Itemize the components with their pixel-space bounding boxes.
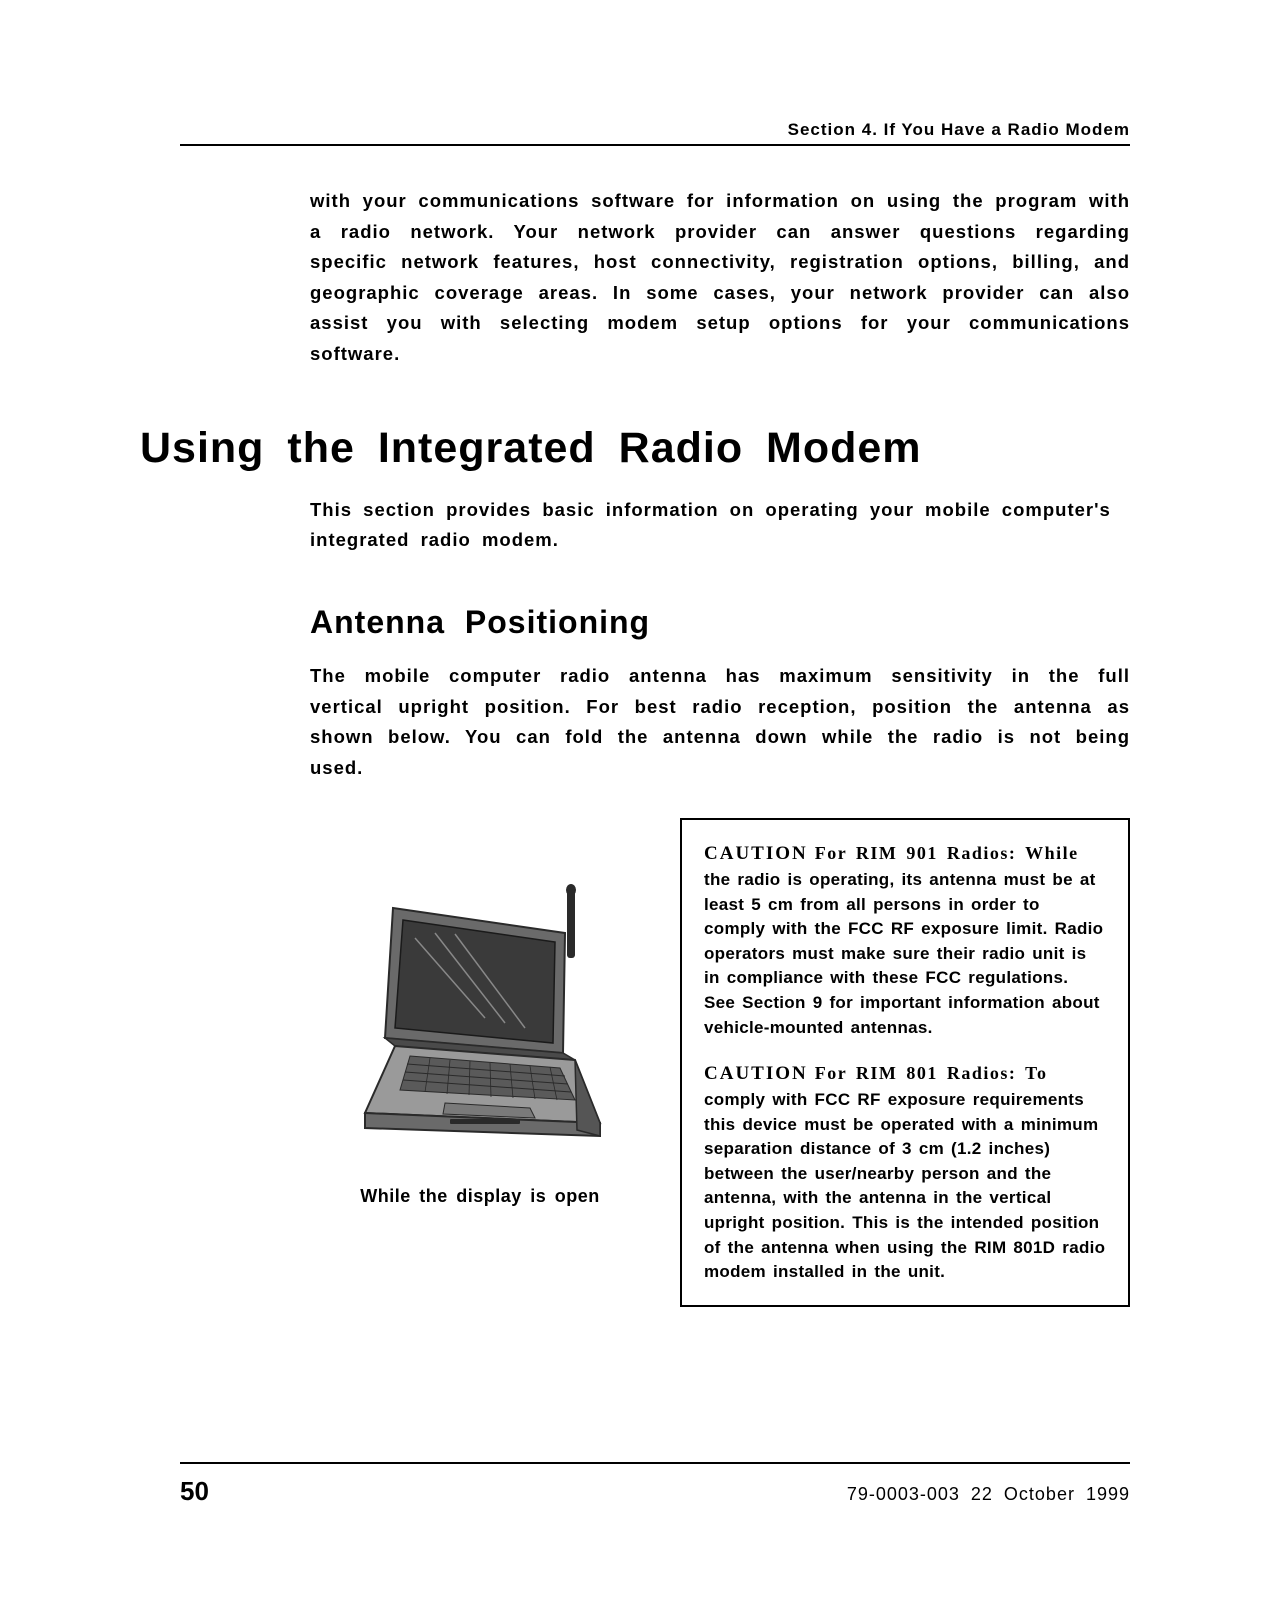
caution-subtitle-1: For RIM 901 Radios: While bbox=[815, 843, 1079, 863]
document-id: 79-0003-003 22 October 1999 bbox=[847, 1484, 1130, 1505]
intro-paragraph: with your communications software for in… bbox=[310, 186, 1130, 369]
caution-text-1: the radio is operating, its antenna must… bbox=[704, 870, 1103, 1037]
document-page: Section 4. If You Have a Radio Modem wit… bbox=[0, 0, 1270, 1617]
page-number: 50 bbox=[180, 1476, 209, 1507]
header-rule bbox=[180, 144, 1130, 146]
caution-label-2: CAUTION bbox=[704, 1063, 808, 1084]
running-header: Section 4. If You Have a Radio Modem bbox=[180, 120, 1130, 144]
sub-heading: Antenna Positioning bbox=[310, 604, 1130, 641]
figure-caution-row: While the display is open CAUTION For RI… bbox=[310, 818, 1130, 1307]
caution-text-2: comply with FCC RF exposure requirements… bbox=[704, 1090, 1105, 1281]
caution-box: CAUTION For RIM 901 Radios: While the ra… bbox=[680, 818, 1130, 1307]
caution-block-1: CAUTION For RIM 901 Radios: While the ra… bbox=[704, 840, 1106, 1040]
caution-subtitle-2: For RIM 801 Radios: To bbox=[815, 1063, 1048, 1083]
page-footer: 50 79-0003-003 22 October 1999 bbox=[180, 1462, 1130, 1507]
caution-block-2: CAUTION For RIM 801 Radios: To comply wi… bbox=[704, 1060, 1106, 1285]
section-intro: This section provides basic information … bbox=[310, 495, 1130, 554]
figure-caption: While the display is open bbox=[360, 1186, 600, 1207]
figure-column: While the display is open bbox=[310, 818, 650, 1207]
laptop-illustration bbox=[335, 878, 625, 1158]
antenna-paragraph: The mobile computer radio antenna has ma… bbox=[310, 661, 1130, 783]
caution-label-1: CAUTION bbox=[704, 843, 808, 864]
main-heading: Using the Integrated Radio Modem bbox=[140, 424, 1130, 473]
